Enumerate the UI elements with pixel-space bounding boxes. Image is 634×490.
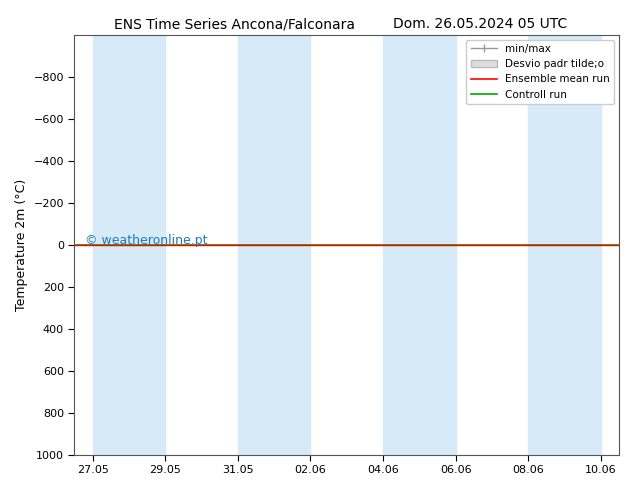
Text: Dom. 26.05.2024 05 UTC: Dom. 26.05.2024 05 UTC <box>393 17 567 31</box>
Text: © weatheronline.pt: © weatheronline.pt <box>86 234 208 247</box>
Bar <box>528 35 601 455</box>
Legend: min/max, Desvio padr tilde;o, Ensemble mean run, Controll run: min/max, Desvio padr tilde;o, Ensemble m… <box>467 40 614 104</box>
Text: ENS Time Series Ancona/Falconara: ENS Time Series Ancona/Falconara <box>114 17 355 31</box>
Bar <box>238 35 311 455</box>
Y-axis label: Temperature 2m (°C): Temperature 2m (°C) <box>15 178 28 311</box>
Bar <box>93 35 165 455</box>
Bar <box>383 35 456 455</box>
